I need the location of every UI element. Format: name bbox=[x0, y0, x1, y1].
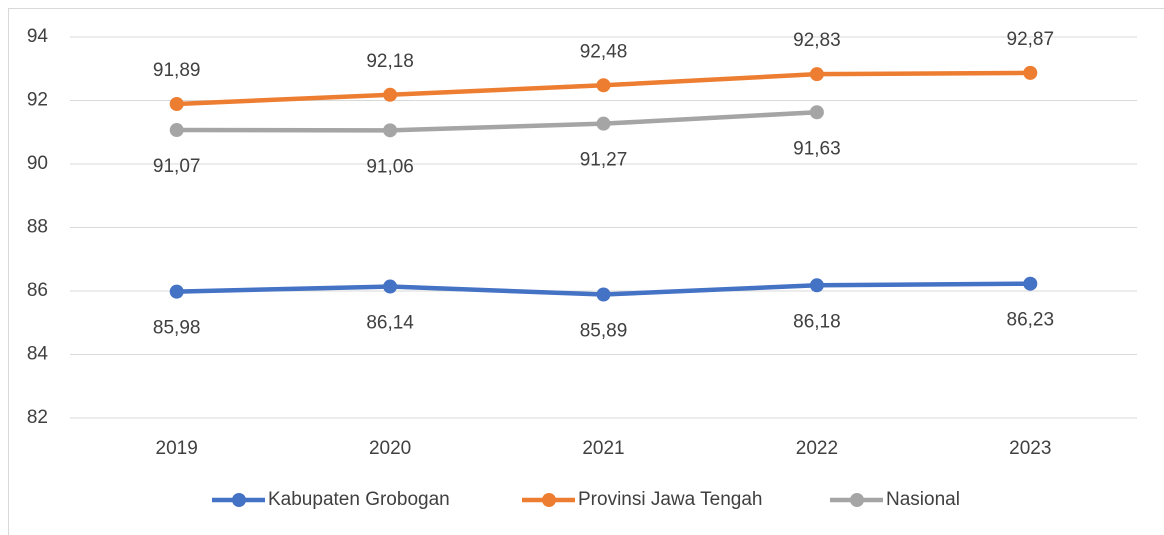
marker bbox=[169, 96, 184, 111]
x-tick-label: 2023 bbox=[1009, 438, 1051, 459]
data-label: 86,23 bbox=[1007, 310, 1055, 331]
marker bbox=[596, 116, 611, 131]
legend-marker bbox=[850, 493, 864, 507]
marker bbox=[809, 105, 824, 120]
x-tick-label: 2021 bbox=[582, 438, 624, 459]
marker bbox=[1023, 276, 1038, 291]
legend-marker bbox=[232, 493, 246, 507]
marker bbox=[596, 287, 611, 302]
marker bbox=[809, 67, 824, 82]
data-label: 91,06 bbox=[366, 156, 414, 177]
data-label: 85,89 bbox=[580, 321, 628, 342]
marker bbox=[383, 123, 398, 138]
data-label: 91,89 bbox=[153, 60, 201, 81]
data-label: 92,18 bbox=[366, 51, 414, 72]
series-line bbox=[176, 110, 818, 133]
data-label: 86,18 bbox=[793, 311, 841, 332]
y-tick-label: 94 bbox=[27, 26, 49, 47]
marker bbox=[596, 78, 611, 93]
marker bbox=[1023, 65, 1038, 80]
data-label: 92,87 bbox=[1007, 29, 1055, 50]
data-label: 91,07 bbox=[153, 156, 201, 177]
legend-marker bbox=[542, 493, 556, 507]
chart-border bbox=[8, 8, 1164, 535]
marker bbox=[383, 279, 398, 294]
x-tick-label: 2019 bbox=[156, 438, 198, 459]
legend-label: Kabupaten Grobogan bbox=[268, 489, 450, 510]
data-label: 91,27 bbox=[580, 150, 628, 171]
y-tick-label: 88 bbox=[27, 217, 48, 238]
marker bbox=[169, 284, 184, 299]
y-tick-label: 84 bbox=[27, 344, 49, 365]
data-label: 85,98 bbox=[153, 318, 201, 339]
legend-label: Nasional bbox=[886, 489, 960, 510]
x-tick-label: 2022 bbox=[796, 438, 838, 459]
legend-label: Provinsi Jawa Tengah bbox=[578, 489, 762, 510]
y-tick-label: 82 bbox=[27, 407, 48, 428]
data-label: 92,83 bbox=[793, 30, 841, 51]
x-tick-label: 2020 bbox=[369, 438, 411, 459]
marker bbox=[809, 278, 824, 293]
y-tick-label: 86 bbox=[27, 280, 48, 301]
data-label: 92,48 bbox=[580, 41, 628, 62]
marker bbox=[169, 123, 184, 138]
marker bbox=[383, 87, 398, 102]
y-tick-label: 92 bbox=[27, 90, 48, 111]
y-tick-label: 90 bbox=[27, 153, 48, 174]
data-label: 91,63 bbox=[793, 138, 841, 159]
data-label: 86,14 bbox=[366, 313, 414, 334]
